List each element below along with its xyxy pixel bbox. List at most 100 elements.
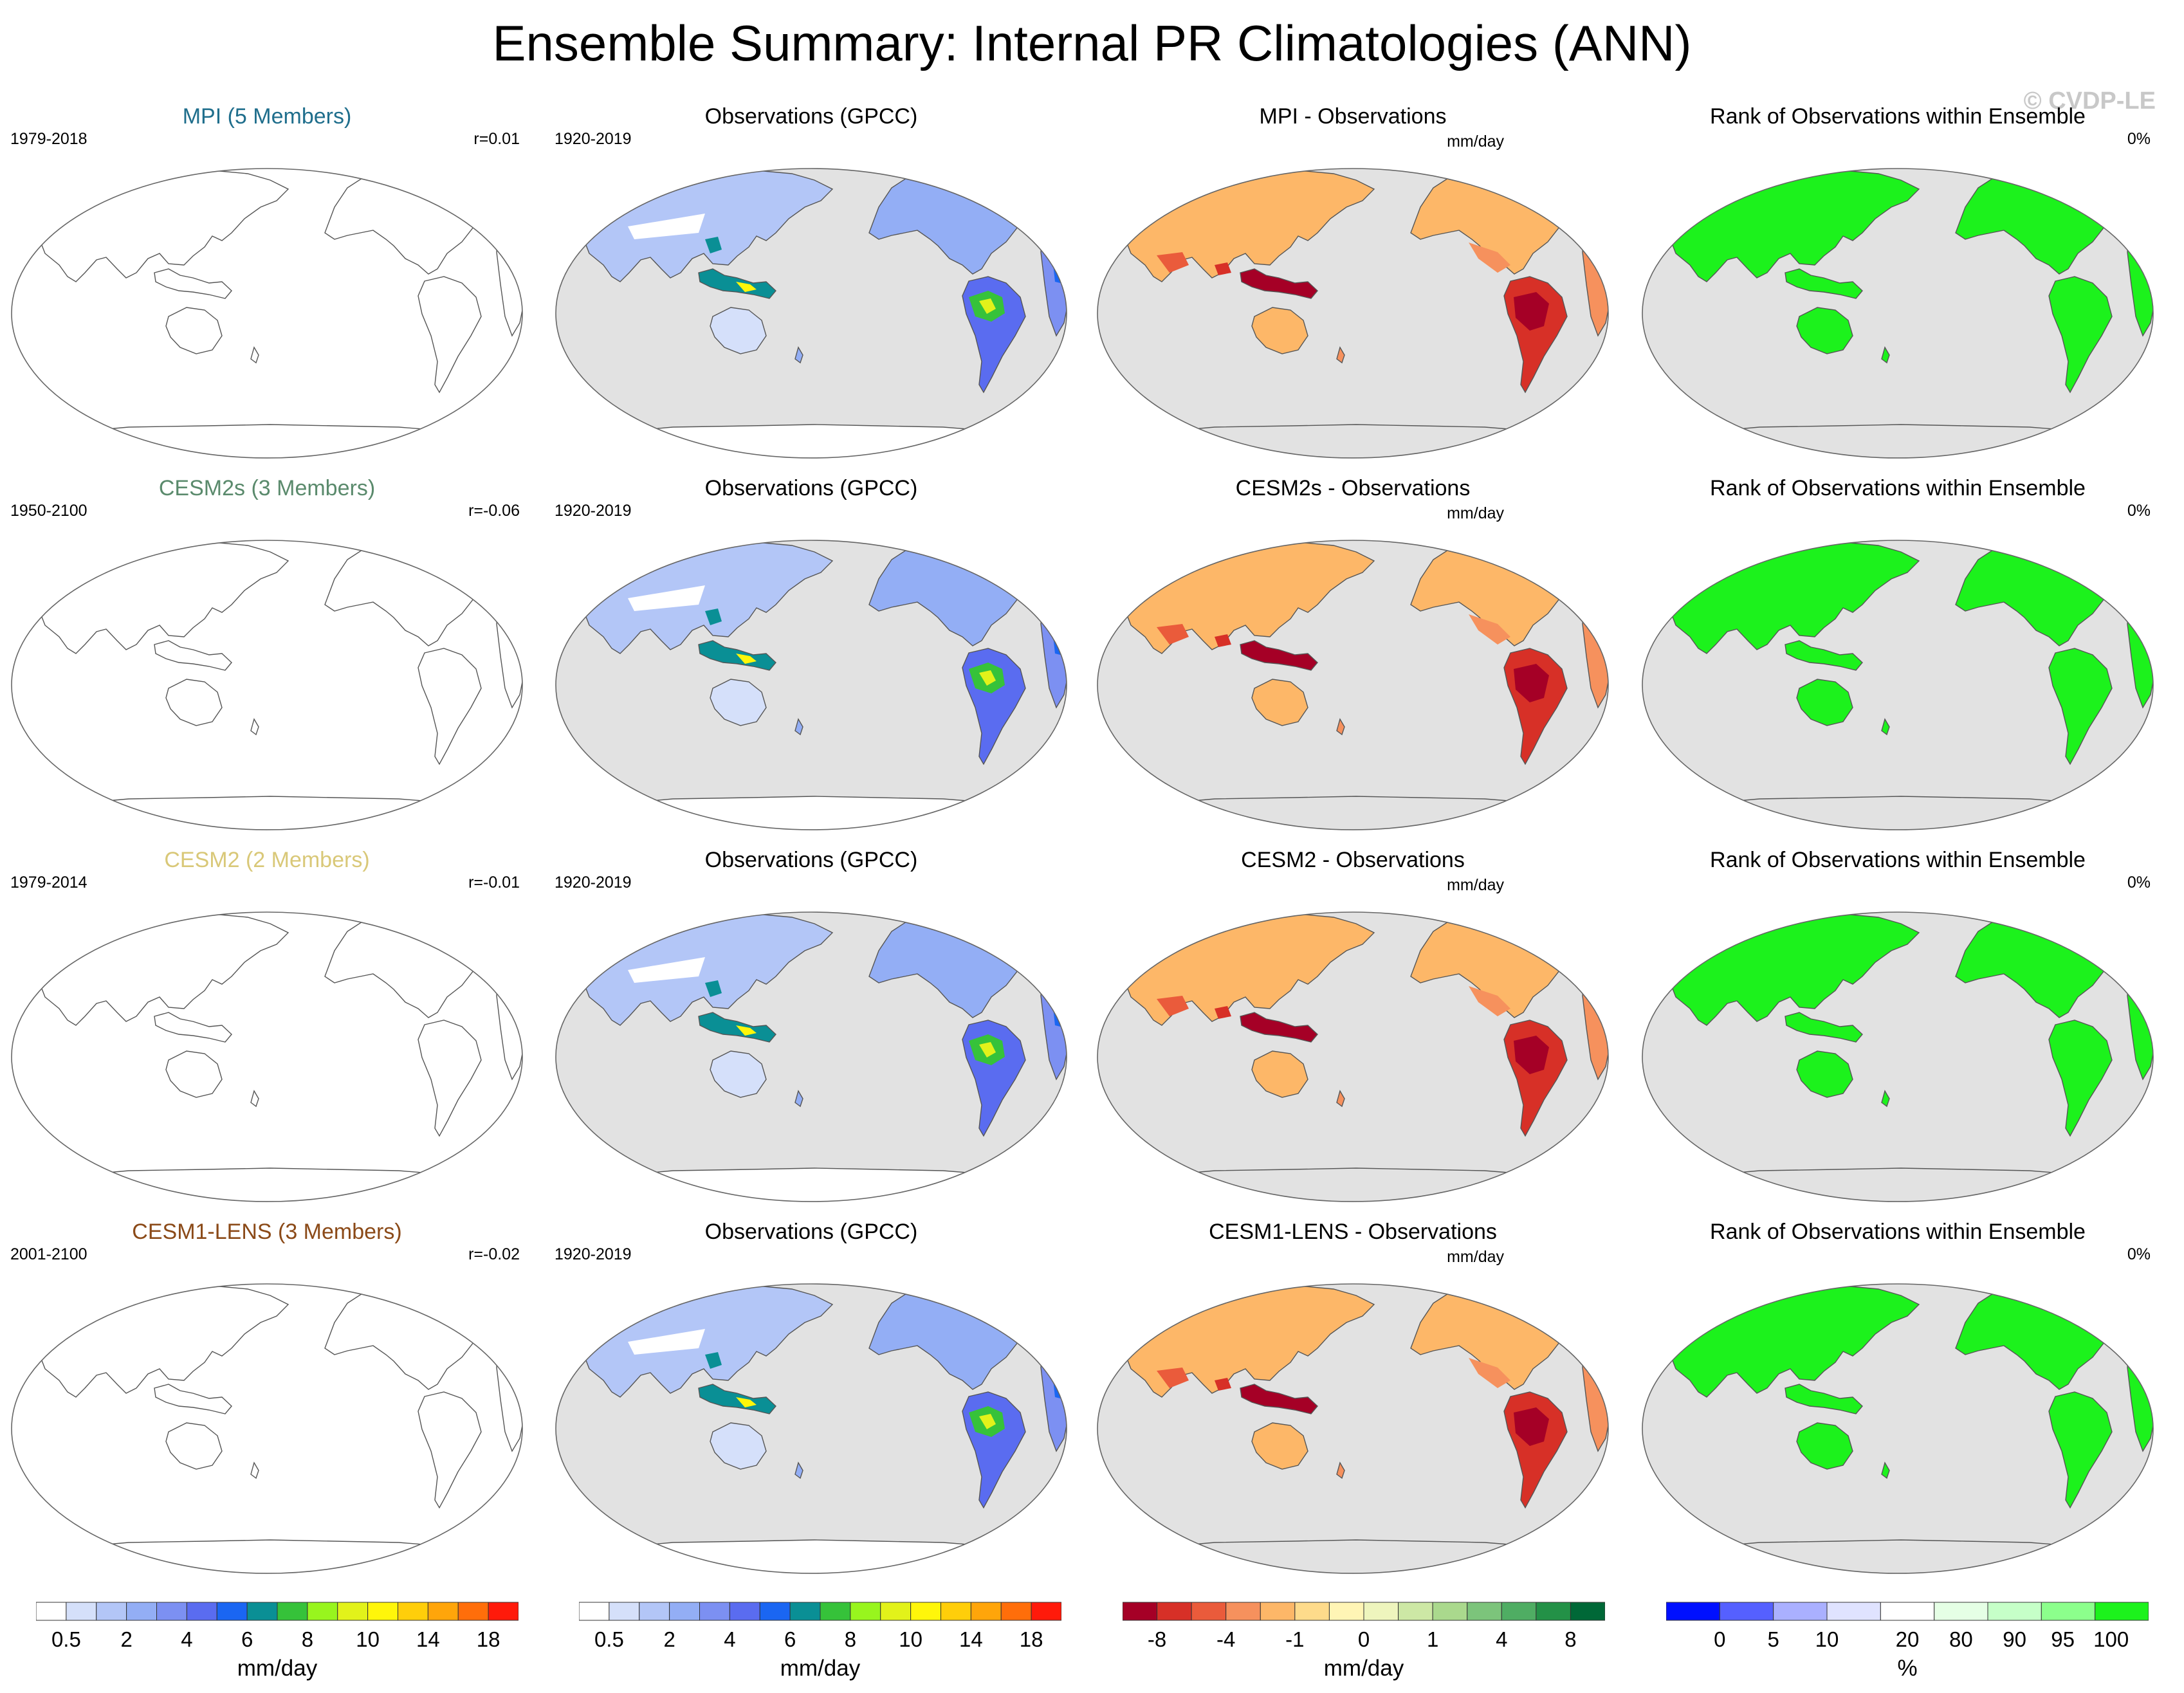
continent-antarctica xyxy=(1700,1167,2095,1202)
map-border xyxy=(555,168,1067,459)
difference-patch xyxy=(1514,1036,1549,1074)
continent-antarctica xyxy=(614,1167,1009,1202)
colorbar-units: mm/day xyxy=(237,1656,318,1681)
colorbar-swatches xyxy=(1123,1602,1605,1621)
precip-patch xyxy=(979,1414,996,1429)
colorbar-tick-label: 10 xyxy=(899,1627,922,1651)
colorbar-swatch xyxy=(457,1602,489,1621)
panel-difference: CESM1-LENS - Observations mm/day xyxy=(1086,1220,1620,1591)
years-label: 1979-2018 xyxy=(10,130,87,148)
colorbar-swatch xyxy=(1000,1602,1032,1621)
difference-patch xyxy=(1469,1358,1510,1388)
colorbar-swatch xyxy=(66,1602,97,1621)
continent-greenland xyxy=(2129,541,2153,567)
colorbar-swatch xyxy=(96,1602,127,1621)
continent-antarctica xyxy=(69,796,464,830)
map-border xyxy=(1642,911,2154,1202)
watermark: © CVDP-LE xyxy=(2023,87,2156,114)
difference-patch xyxy=(1469,986,1510,1016)
continent-namerica xyxy=(324,912,496,1018)
panel-difference: MPI - Observations mm/day xyxy=(1086,104,1620,476)
continent-antarctica xyxy=(1155,1539,1550,1573)
colorbar-swatches xyxy=(1666,1602,2149,1621)
colorbar-swatch xyxy=(1987,1602,2042,1621)
model-map xyxy=(11,168,523,459)
continent-samerica xyxy=(2048,648,2113,765)
continent-namerica xyxy=(324,1284,496,1390)
continent-seasia xyxy=(1240,640,1318,671)
continent-greenland xyxy=(1584,541,1608,567)
continent-greenland xyxy=(1584,169,1608,195)
panel-observations: Observations (GPCC) 1920-2019 xyxy=(544,104,1078,476)
difference-patch xyxy=(1591,1332,1608,1355)
rank-map xyxy=(1642,1283,2154,1574)
colorbar-tick-label: 8 xyxy=(1565,1627,1577,1651)
colorbar-swatch xyxy=(367,1602,398,1621)
colorbar-swatch xyxy=(246,1602,278,1621)
colorbar-observations: 0.5 2 4 6 8 10 14 18 mm/day xyxy=(579,1602,1061,1685)
colorbar-swatch xyxy=(1328,1602,1364,1621)
continent-greenland xyxy=(2129,913,2153,938)
precip-patch xyxy=(628,214,705,239)
colorbar-swatch xyxy=(1773,1602,1828,1621)
colorbar-swatch xyxy=(669,1602,700,1621)
colorbar-tick-label: 2 xyxy=(663,1627,675,1651)
continent-nz xyxy=(794,1090,803,1108)
colorbar-swatch xyxy=(1260,1602,1296,1621)
colorbar-tick-label: 95 xyxy=(2051,1627,2075,1651)
colorbar-swatch xyxy=(880,1602,912,1621)
continent-greenland xyxy=(1584,1285,1608,1310)
difference-patch xyxy=(1469,243,1510,273)
percent-label: 0% xyxy=(2127,130,2151,148)
panel-title: CESM2 (2 Members) xyxy=(164,848,370,872)
difference-patch xyxy=(1215,262,1231,275)
precip-patch xyxy=(705,980,722,997)
colorbar-tick-label: 0 xyxy=(1357,1627,1370,1651)
colorbar-swatch xyxy=(789,1602,821,1621)
colorbar-units: % xyxy=(1897,1656,1918,1681)
map-border xyxy=(1097,1283,1609,1574)
continent-samerica xyxy=(418,1391,482,1509)
map-border xyxy=(1097,540,1609,830)
colorbar-tick-label: 0.5 xyxy=(594,1627,624,1651)
map-border xyxy=(11,168,523,459)
continent-antarctica xyxy=(614,424,1009,458)
panel-title: Observations (GPCC) xyxy=(704,476,918,500)
panel-title: Rank of Observations within Ensemble xyxy=(1710,104,2086,129)
panel-title: Observations (GPCC) xyxy=(704,104,918,129)
panel-title: CESM1-LENS (3 Members) xyxy=(132,1220,402,1244)
continent-australia xyxy=(710,307,767,354)
colorbar-tick-label: 8 xyxy=(301,1627,314,1651)
continent-samerica xyxy=(418,648,482,765)
colorbar-tick-label: 4 xyxy=(724,1627,736,1651)
continent-nz xyxy=(250,346,259,364)
colorbar-tick-label: 0 xyxy=(1714,1627,1726,1651)
panel-title: Rank of Observations within Ensemble xyxy=(1710,1220,2086,1244)
figure-title: Ensemble Summary: Internal PR Climatolog… xyxy=(492,15,1692,71)
percent-label: 0% xyxy=(2127,502,2151,520)
map-border xyxy=(1642,1283,2154,1574)
observations-map xyxy=(555,911,1067,1202)
colorbar-tick-label: 100 xyxy=(2093,1627,2129,1651)
colorbar-swatch xyxy=(609,1602,640,1621)
panel-title: CESM1-LENS - Observations xyxy=(1209,1220,1497,1244)
colorbar-swatch xyxy=(850,1602,881,1621)
continent-greenland xyxy=(2129,169,2153,195)
colorbar-swatch xyxy=(1363,1602,1399,1621)
colorbar-swatch xyxy=(1398,1602,1433,1621)
colorbar-tick-label: 10 xyxy=(1815,1627,1839,1651)
units-label: mm/day xyxy=(1447,504,1504,522)
precip-patch xyxy=(736,282,757,292)
continent-australia xyxy=(165,1422,223,1470)
continent-nz xyxy=(1336,1461,1345,1479)
panel-title: Observations (GPCC) xyxy=(704,1220,918,1244)
colorbar-tick-label: 8 xyxy=(844,1627,857,1651)
colorbar-swatch xyxy=(277,1602,308,1621)
continent-seasia xyxy=(698,640,776,671)
continent-namerica xyxy=(324,169,496,275)
continent-seasia xyxy=(154,640,232,671)
precip-patch xyxy=(979,670,996,686)
continent-greenland xyxy=(2129,1285,2153,1310)
continent-greenland xyxy=(1042,913,1067,938)
continent-seasia xyxy=(1240,268,1318,299)
